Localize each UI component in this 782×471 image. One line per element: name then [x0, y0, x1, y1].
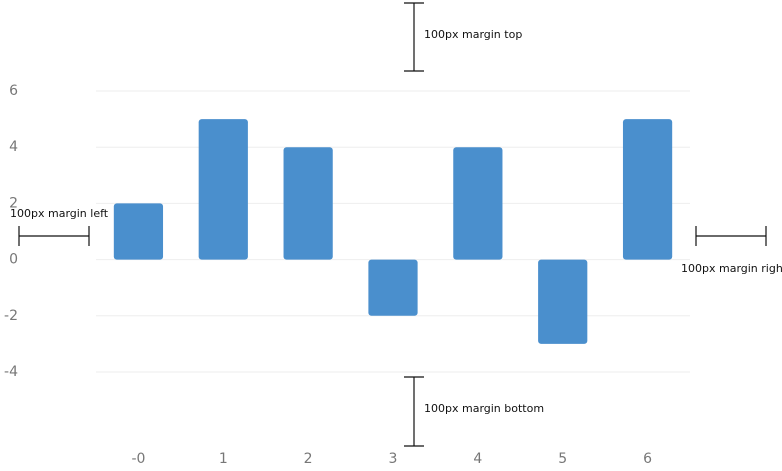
y-tick-label: 6	[9, 83, 18, 99]
bar	[113, 203, 164, 260]
x-tick-label: 1	[219, 451, 228, 467]
annotation: 100px margin top	[424, 28, 522, 41]
x-tick-label: 5	[558, 451, 567, 467]
margin-brackets	[18, 2, 767, 447]
x-tick-label: 4	[473, 451, 482, 467]
x-tick-label: 3	[389, 451, 398, 467]
y-tick-label: -4	[4, 364, 18, 380]
x-tick-label: 2	[304, 451, 313, 467]
y-tick-label: -2	[4, 308, 18, 324]
annotation: 100px margin bottom	[424, 402, 544, 415]
x-tick-label: 6	[643, 451, 652, 467]
bar	[283, 147, 333, 260]
annotation: 100px margin left	[10, 207, 109, 220]
bar	[622, 119, 673, 260]
bar	[368, 259, 418, 316]
annotation: 100px margin right	[681, 262, 782, 275]
x-tick-label: -0	[131, 451, 145, 467]
bar	[198, 119, 248, 260]
bar	[538, 259, 588, 344]
bar	[453, 147, 503, 260]
y-tick-label: 2	[9, 195, 18, 211]
y-tick-label: 4	[9, 139, 18, 155]
y-tick-label: 0	[9, 252, 18, 268]
